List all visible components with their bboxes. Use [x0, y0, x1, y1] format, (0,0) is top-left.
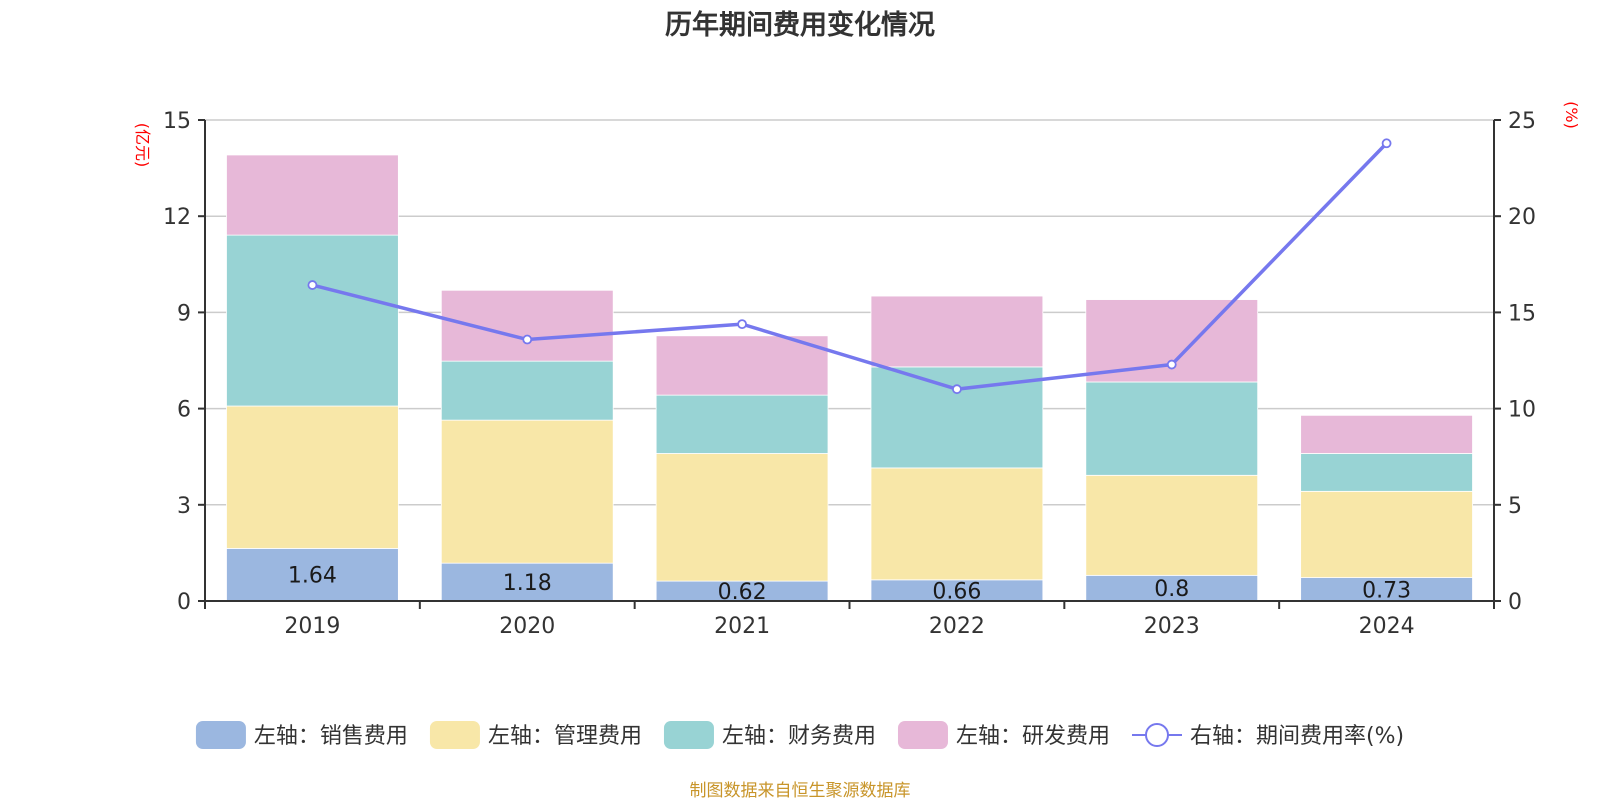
right-axis-tick-label: 25: [1508, 109, 1536, 134]
x-axis-tick-label: 2020: [499, 614, 555, 639]
rate-line-point: [737, 319, 747, 330]
bar-data-label: 0.8: [1154, 577, 1189, 602]
legend-label: 右轴：期间费用率(%): [1190, 724, 1404, 749]
right-axis-tick-label: 10: [1508, 398, 1536, 423]
bar-segment: [1300, 453, 1473, 492]
bar-segment: [870, 295, 1044, 368]
right-axis-tick-label: 5: [1508, 494, 1522, 519]
rate-line-point: [307, 280, 318, 290]
left-axis-tick-label: 12: [163, 205, 191, 230]
legend-swatch: [195, 721, 246, 749]
right-axis-tick-label: 0: [1508, 590, 1522, 615]
legend: 左轴：销售费用 左轴：管理费用 左轴：财务费用 左轴：研发费用 右轴：期间费用率(%): [195, 721, 1404, 749]
bar-segment: [1085, 474, 1259, 576]
bar-segment: [226, 548, 399, 602]
x-axis-tick-label: 2022: [929, 614, 985, 639]
bar-segment: [1300, 490, 1473, 578]
left-axis-tick-label: 9: [177, 301, 191, 326]
chart-title: 历年期间费用变化情况: [665, 9, 935, 41]
bar-segment: [870, 467, 1044, 581]
rate-line-path: [311, 142, 1388, 391]
left-axis-tick-label: 0: [177, 590, 191, 615]
bar-segment: [440, 419, 614, 564]
data-source-note: 制图数据来自恒生聚源数据库: [690, 781, 911, 800]
rate-line: [307, 138, 1392, 395]
legend-swatch: [897, 721, 948, 749]
rate-line-point: [1381, 138, 1392, 149]
rate-line-point: [1166, 359, 1177, 370]
rate-line-point: [522, 334, 533, 345]
bars: [226, 154, 1473, 602]
bar-segment: [1085, 574, 1259, 602]
bar-segment: [655, 453, 829, 582]
left-axis-tick-label: 6: [177, 398, 191, 423]
legend-swatch: [663, 721, 714, 749]
x-axis-tick-label: 2019: [284, 614, 340, 639]
bar-data-label: 0.62: [718, 580, 767, 605]
right-axis-tick-label: 15: [1508, 301, 1536, 326]
legend-label: 左轴：销售费用: [254, 724, 408, 749]
legend-label: 左轴：管理费用: [488, 724, 642, 749]
bar-segment: [655, 394, 829, 454]
x-axis-tick-label: 2024: [1359, 614, 1415, 639]
legend-label: 左轴：财务费用: [722, 724, 876, 749]
bar-segment: [440, 360, 614, 421]
bar-data-label: 1.64: [288, 564, 337, 589]
bar-data-label: 0.66: [932, 579, 981, 604]
left-axis-unit: (亿元): [133, 123, 152, 168]
x-axis-tick-label: 2023: [1144, 614, 1200, 639]
bar-segment: [226, 405, 399, 549]
legend-swatch: [429, 721, 480, 749]
axes: 0 3 6 9 12 15 0 5 10 15 20 25 2019 2020 2021 2022 2023 20…: [163, 109, 1536, 639]
x-axis-tick-label: 2021: [714, 614, 770, 639]
bar-segment: [1085, 381, 1259, 476]
right-axis-unit: (%): [1562, 101, 1581, 129]
bar-data-label: 0.73: [1362, 578, 1411, 603]
left-axis-tick-label: 15: [163, 109, 191, 134]
legend-label: 左轴：研发费用: [956, 724, 1110, 749]
rate-line-point: [952, 384, 962, 395]
right-axis-tick-label: 20: [1508, 205, 1536, 230]
bar-segment: [226, 234, 399, 407]
legend-marker-icon: [1144, 723, 1169, 747]
bar-segment: [1300, 414, 1473, 454]
left-axis-tick-label: 3: [177, 494, 191, 519]
bar-segment: [440, 289, 614, 362]
data-labels: 1.64 1.18 0.62 0.66 0.8 0.73: [288, 564, 1411, 605]
bar-segment: [226, 154, 399, 236]
bar-segment: [655, 335, 829, 396]
bar-data-label: 1.18: [503, 571, 552, 596]
bar-segment: [1085, 299, 1259, 383]
